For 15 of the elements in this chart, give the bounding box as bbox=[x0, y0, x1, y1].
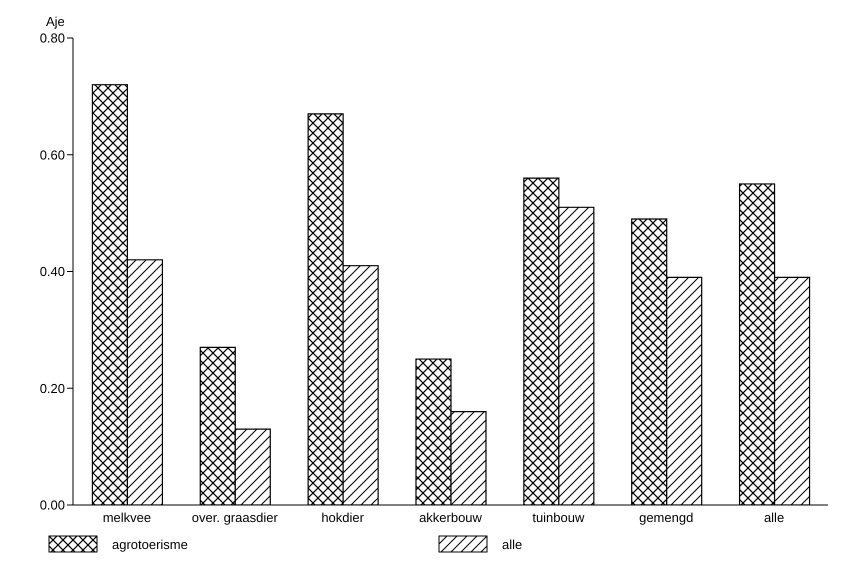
x-tick-label: tuinbouw bbox=[532, 510, 585, 526]
x-tick-label: alle bbox=[764, 510, 784, 526]
y-tick-label: 0.20 bbox=[40, 380, 65, 396]
y-tick-label: 0.80 bbox=[40, 30, 65, 46]
x-tick-label: akkerbouw bbox=[419, 510, 483, 526]
y-tick-label: 0.40 bbox=[40, 264, 65, 280]
legend-label: alle bbox=[502, 536, 522, 552]
y-tick-label: 0.60 bbox=[40, 147, 65, 162]
x-tick-label: melkvee bbox=[102, 510, 152, 526]
y-axis-title: Aje bbox=[46, 14, 65, 29]
x-tick-label: hokdier bbox=[321, 510, 365, 526]
y-tick-label: 0.00 bbox=[40, 498, 65, 513]
x-tick-label: over. graasdier bbox=[192, 510, 278, 526]
x-tick-label: gemengd bbox=[639, 510, 694, 526]
legend-label: agrotoerisme bbox=[112, 536, 188, 552]
